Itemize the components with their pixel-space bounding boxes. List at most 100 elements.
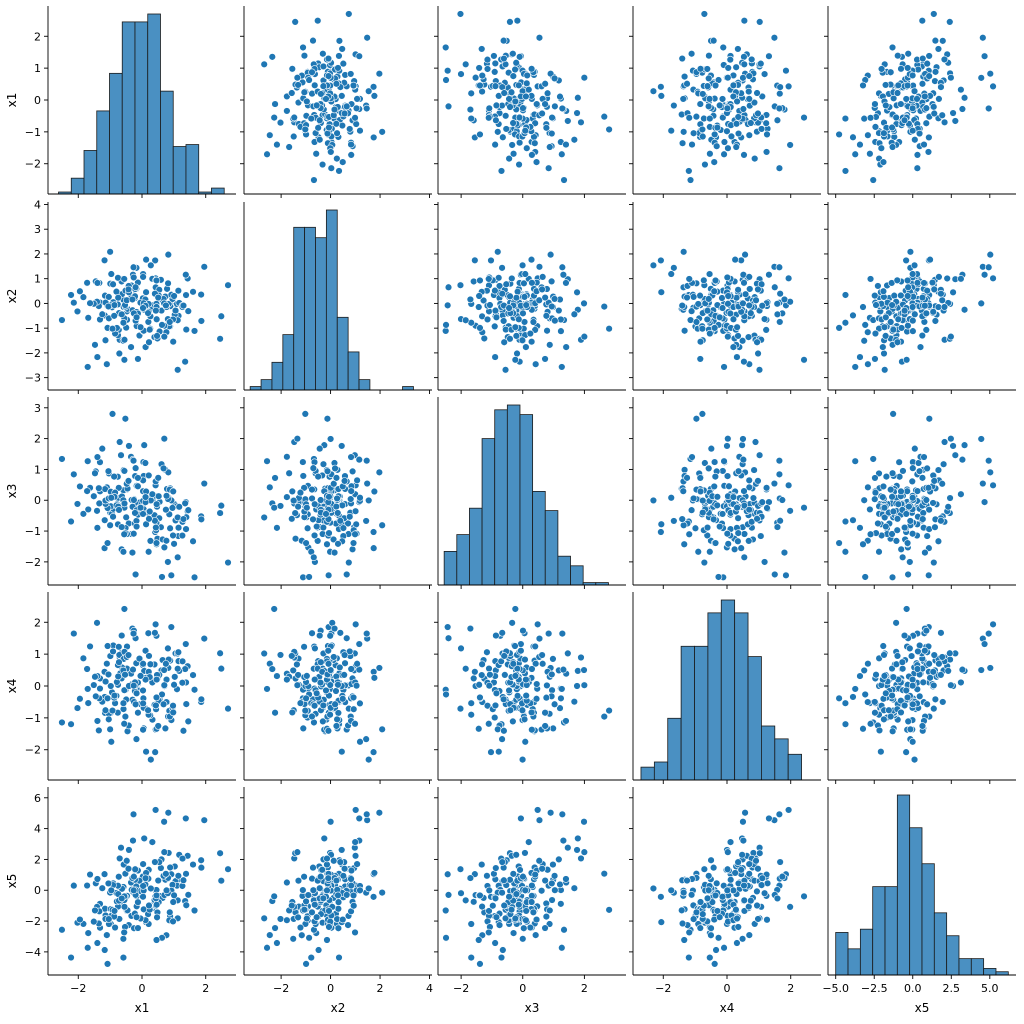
scatter-point <box>189 671 197 679</box>
scatter-point <box>174 286 183 295</box>
scatter-point <box>849 516 857 524</box>
x-tick-label: 0 <box>327 982 334 995</box>
scatter-point <box>313 537 322 545</box>
scatter-point <box>757 280 766 288</box>
scatter-point <box>335 37 344 45</box>
histogram-bar <box>532 490 546 586</box>
scatter-point <box>713 501 721 510</box>
scatter-point <box>951 117 960 125</box>
scatter-point <box>501 366 510 374</box>
scatter-point <box>745 72 753 80</box>
scatter-point <box>535 34 544 42</box>
scatter-point <box>308 485 316 494</box>
scatter-point <box>921 647 929 655</box>
scatter-point <box>142 255 150 264</box>
scatter-point <box>908 477 916 486</box>
scatter-point <box>161 724 170 733</box>
x-tick-label: 0 <box>519 982 526 995</box>
scatter-point <box>96 684 104 693</box>
scatter-point <box>349 693 358 702</box>
scatter-point <box>775 263 784 271</box>
panel-x4-vs-x4 <box>632 592 821 784</box>
scatter-point <box>918 80 927 88</box>
scatter-point <box>303 914 311 923</box>
scatter-point <box>680 327 689 335</box>
histogram-bar <box>325 209 338 391</box>
scatter-point <box>523 71 531 80</box>
y-tick-label: 6 <box>34 792 41 805</box>
scatter-point <box>947 434 955 443</box>
scatter-point <box>378 888 386 897</box>
scatter-point <box>120 499 129 508</box>
scatter-point <box>888 123 896 132</box>
scatter-point <box>276 651 285 659</box>
scatter-point <box>107 682 115 690</box>
scatter-point <box>562 343 570 351</box>
scatter-point <box>560 926 568 934</box>
scatter-point <box>271 709 279 717</box>
scatter-point <box>169 898 177 906</box>
scatter-point <box>723 442 731 450</box>
panel-x5-vs-x2: −2 0 2 4 <box>240 787 433 995</box>
y-tick-label: −2 <box>25 915 41 928</box>
scatter-point <box>327 164 335 172</box>
scatter-point <box>570 310 579 318</box>
scatter-point <box>960 94 969 102</box>
histogram-bar <box>884 886 898 976</box>
scatter-point <box>926 674 934 682</box>
scatter-point <box>103 539 112 547</box>
scatter-point <box>483 65 492 73</box>
scatter-point <box>125 442 133 450</box>
x-tick-label: 2 <box>377 982 384 995</box>
scatter-point <box>718 893 727 901</box>
scatter-point <box>350 902 358 910</box>
scatter-point <box>879 493 887 501</box>
scatter-point <box>871 329 880 338</box>
panel-x4-vs-x5 <box>824 592 1016 784</box>
scatter-point <box>513 287 522 296</box>
scatter-point <box>294 81 302 89</box>
scatter-point <box>740 17 749 25</box>
scatter-point <box>158 321 166 329</box>
scatter-point <box>733 503 741 512</box>
scatter-point <box>509 870 517 878</box>
scatter-point <box>461 316 470 324</box>
scatter-point <box>739 455 748 464</box>
scatter-point <box>897 708 905 717</box>
scatter-point <box>754 477 762 485</box>
scatter-point <box>290 132 298 141</box>
histogram-bar <box>570 565 584 586</box>
y-tick-label: 1 <box>34 463 41 476</box>
scatter-point <box>365 496 373 505</box>
scatter-point <box>124 651 133 659</box>
scatter-point <box>375 468 384 477</box>
scatter-point <box>703 531 711 540</box>
histogram-bar <box>121 21 136 195</box>
scatter-point <box>649 884 658 893</box>
scatter-point <box>162 660 170 668</box>
scatter-point <box>200 479 208 488</box>
scatter-point <box>309 886 318 894</box>
scatter-point <box>577 653 585 662</box>
histogram-bar <box>109 72 123 195</box>
scatter-point <box>686 176 695 184</box>
scatter-point <box>497 953 506 962</box>
scatter-point <box>330 548 339 557</box>
scatter-point <box>780 295 789 304</box>
scatter-point <box>139 686 147 695</box>
scatter-point <box>558 944 566 952</box>
scatter-point <box>93 279 102 287</box>
scatter-point <box>580 332 589 341</box>
scatter-point <box>142 288 150 296</box>
scatter-point <box>725 482 733 490</box>
scatter-point <box>124 285 133 294</box>
scatter-point <box>558 363 566 371</box>
scatter-point <box>670 264 678 272</box>
y-tick-label: −2 <box>25 158 41 171</box>
scatter-point <box>152 539 161 547</box>
scatter-point <box>169 531 177 540</box>
scatter-point <box>101 516 109 524</box>
scatter-point <box>562 875 570 883</box>
scatter-point <box>897 291 905 300</box>
scatter-point <box>570 884 579 892</box>
